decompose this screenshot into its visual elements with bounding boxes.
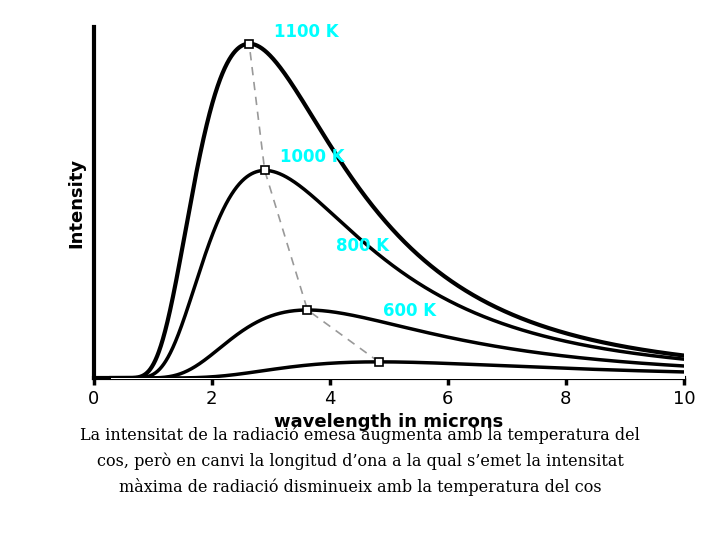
X-axis label: wavelength in microns: wavelength in microns — [274, 413, 503, 431]
Y-axis label: Intensity: Intensity — [67, 158, 85, 247]
Text: La intensitat de la radiació emesa augmenta amb la temperatura del
cos, però en : La intensitat de la radiació emesa augme… — [80, 427, 640, 496]
Text: 1000 K: 1000 K — [279, 148, 344, 166]
Text: 800 K: 800 K — [336, 237, 389, 255]
Text: 1100 K: 1100 K — [274, 23, 338, 41]
Text: 600 K: 600 K — [383, 302, 436, 320]
